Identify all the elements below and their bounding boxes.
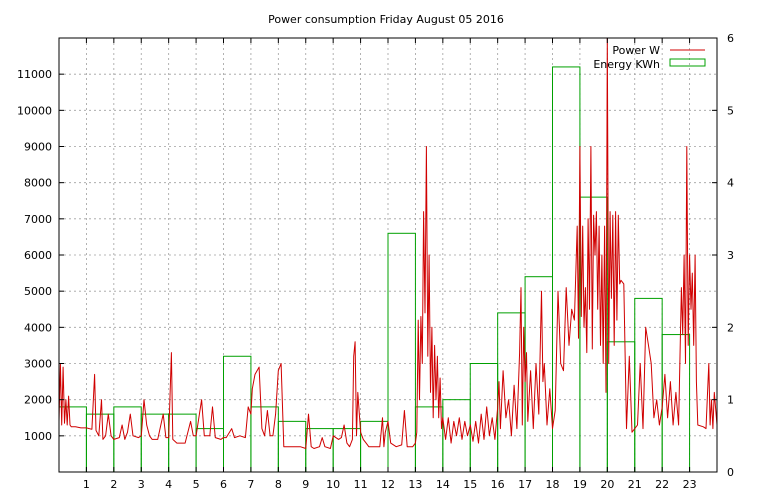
power-series-line: [58, 37, 718, 449]
y-right-tick-label: 1: [727, 394, 734, 407]
y-left-tick-label: 10000: [17, 104, 52, 117]
y-right-tick-label: 6: [727, 32, 734, 45]
x-tick-label: 6: [220, 478, 227, 491]
x-tick-label: 7: [247, 478, 254, 491]
x-tick-label: 21: [628, 478, 642, 491]
power-line: [58, 37, 718, 449]
x-tick-label: 23: [683, 478, 697, 491]
x-axis: 1 2 3 4 5 6 7 8 9 10 11 12 13 14 15 16 17 18 19 20 21 22 23: [83, 38, 697, 491]
x-tick-label: 2: [110, 478, 117, 491]
x-tick-label: 14: [436, 478, 450, 491]
chart-title: Power consumption Friday August 05 2016: [268, 13, 504, 26]
y-left-tick-label: 7000: [24, 213, 52, 226]
legend-label-power: Power W: [612, 44, 660, 57]
x-tick-label: 11: [354, 478, 368, 491]
right-y-axis: 0 1 2 3 4 5 6: [712, 32, 734, 479]
x-tick-label: 12: [381, 478, 395, 491]
x-tick-label: 22: [655, 478, 669, 491]
x-tick-label: 18: [546, 478, 560, 491]
x-tick-label: 5: [193, 478, 200, 491]
x-tick-label: 16: [491, 478, 505, 491]
y-left-tick-label: 3000: [24, 358, 52, 371]
x-tick-label: 19: [573, 478, 587, 491]
x-tick-label: 10: [326, 478, 340, 491]
x-tick-label: 20: [600, 478, 614, 491]
y-left-tick-label: 1000: [24, 430, 52, 443]
x-tick-label: 15: [463, 478, 477, 491]
y-right-tick-label: 2: [727, 321, 734, 334]
x-tick-label: 8: [275, 478, 282, 491]
legend-label-energy: Energy KWh: [593, 58, 660, 71]
y-right-tick-label: 5: [727, 104, 734, 117]
y-right-tick-label: 0: [727, 466, 734, 479]
y-left-tick-label: 4000: [24, 321, 52, 334]
legend-swatch-energy: [669, 58, 706, 67]
y-left-tick-label: 11000: [17, 68, 52, 81]
y-left-tick-label: 9000: [24, 141, 52, 154]
legend: Power W Energy KWh: [593, 44, 706, 71]
y-left-tick-label: 8000: [24, 177, 52, 190]
left-y-axis: 1000 2000 3000 4000 5000 6000 7000 8000 9000 1000…: [17, 68, 64, 443]
y-right-tick-label: 3: [727, 249, 734, 262]
y-right-tick-label: 4: [727, 177, 734, 190]
x-tick-label: 17: [518, 478, 532, 491]
x-tick-label: 1: [83, 478, 90, 491]
y-left-tick-label: 6000: [24, 249, 52, 262]
x-tick-label: 3: [138, 478, 145, 491]
x-tick-label: 13: [408, 478, 422, 491]
y-left-tick-label: 5000: [24, 285, 52, 298]
y-left-tick-label: 2000: [24, 394, 52, 407]
x-tick-label: 4: [165, 478, 172, 491]
x-tick-label: 9: [302, 478, 309, 491]
